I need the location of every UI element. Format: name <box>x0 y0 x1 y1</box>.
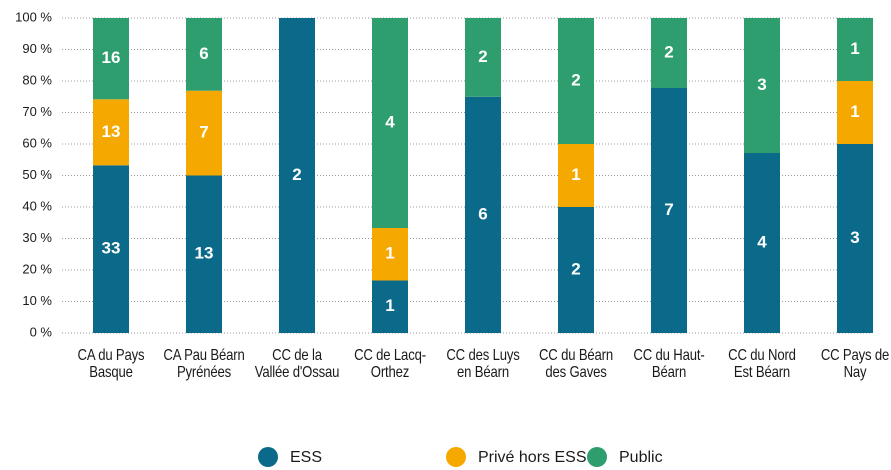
data-label: 6 <box>478 204 487 223</box>
data-label: 7 <box>664 200 673 219</box>
data-label: 13 <box>102 122 121 141</box>
y-tick-label: 90 % <box>22 41 52 56</box>
data-label: 1 <box>850 39 859 58</box>
data-label: 2 <box>571 70 580 89</box>
data-label: 33 <box>102 239 121 258</box>
bar-segment <box>465 18 501 97</box>
bar-segment <box>93 18 129 100</box>
x-tick-label: CC du Nord Est Béarn <box>728 347 796 381</box>
bar-segment <box>465 96 501 333</box>
x-tick-label: CA Pau Béarn Pyrénées <box>163 347 245 381</box>
data-label: 3 <box>850 228 859 247</box>
legend-marker <box>258 447 278 467</box>
bar-segment <box>186 18 222 91</box>
data-label: 1 <box>385 296 394 315</box>
x-tick-label: CA du Pays Basque <box>77 347 145 381</box>
x-tick-label: CC du Haut-Béarn <box>633 347 705 381</box>
data-label: 7 <box>199 123 208 142</box>
data-label: 1 <box>385 244 394 263</box>
bar-segment <box>558 207 594 333</box>
x-tick-label: CC de la Vallée d'Ossau <box>254 347 340 381</box>
legend-label: Privé hors ESS <box>478 449 586 466</box>
legend-marker <box>446 447 466 467</box>
data-label: 6 <box>199 44 208 63</box>
y-tick-label: 60 % <box>22 135 52 150</box>
x-tick-label: CC des Luys en Béarn <box>446 347 520 381</box>
y-tick-label: 100 % <box>15 9 52 24</box>
x-tick-label: CC du Béarn des Gaves <box>538 347 614 381</box>
legend-label: ESS <box>290 449 322 466</box>
data-label: 16 <box>102 48 121 67</box>
bar-segment <box>93 99 129 166</box>
y-tick-label: 10 % <box>22 293 52 308</box>
y-tick-label: 70 % <box>22 104 52 119</box>
bar-segment <box>837 81 873 144</box>
bar-segment <box>651 18 687 88</box>
y-tick-label: 30 % <box>22 230 52 245</box>
bar-segment <box>279 18 315 333</box>
data-label: 2 <box>478 47 487 66</box>
bar-segment <box>372 228 408 281</box>
data-label: 2 <box>664 42 673 61</box>
data-label: 4 <box>757 232 767 251</box>
data-label: 3 <box>757 75 766 94</box>
x-tick-label: CC de Lacq-Orthez <box>354 347 426 381</box>
legend-label: Public <box>619 449 663 466</box>
data-label: 2 <box>571 259 580 278</box>
bar-segment <box>837 144 873 333</box>
y-tick-label: 0 % <box>30 324 53 339</box>
bar-segment <box>186 90 222 176</box>
data-label: 1 <box>571 165 580 184</box>
legend-marker <box>587 447 607 467</box>
bar-segment <box>558 144 594 207</box>
data-label: 4 <box>385 112 395 131</box>
data-label: 13 <box>195 244 214 263</box>
y-tick-label: 80 % <box>22 72 52 87</box>
bar-segment <box>744 18 780 153</box>
bar-segment <box>186 175 222 333</box>
bar-segment <box>93 165 129 333</box>
bar-segment <box>651 88 687 333</box>
bar-segment <box>558 18 594 144</box>
bar-segment <box>372 280 408 333</box>
y-tick-label: 20 % <box>22 261 52 276</box>
bar-segment <box>744 153 780 333</box>
bar-segment <box>372 18 408 228</box>
data-label: 1 <box>850 102 859 121</box>
bar-segment <box>837 18 873 81</box>
y-tick-label: 40 % <box>22 198 52 213</box>
data-label: 2 <box>292 165 301 184</box>
y-tick-label: 50 % <box>22 167 52 182</box>
x-tick-label: CC Pays de Nay <box>820 347 890 381</box>
